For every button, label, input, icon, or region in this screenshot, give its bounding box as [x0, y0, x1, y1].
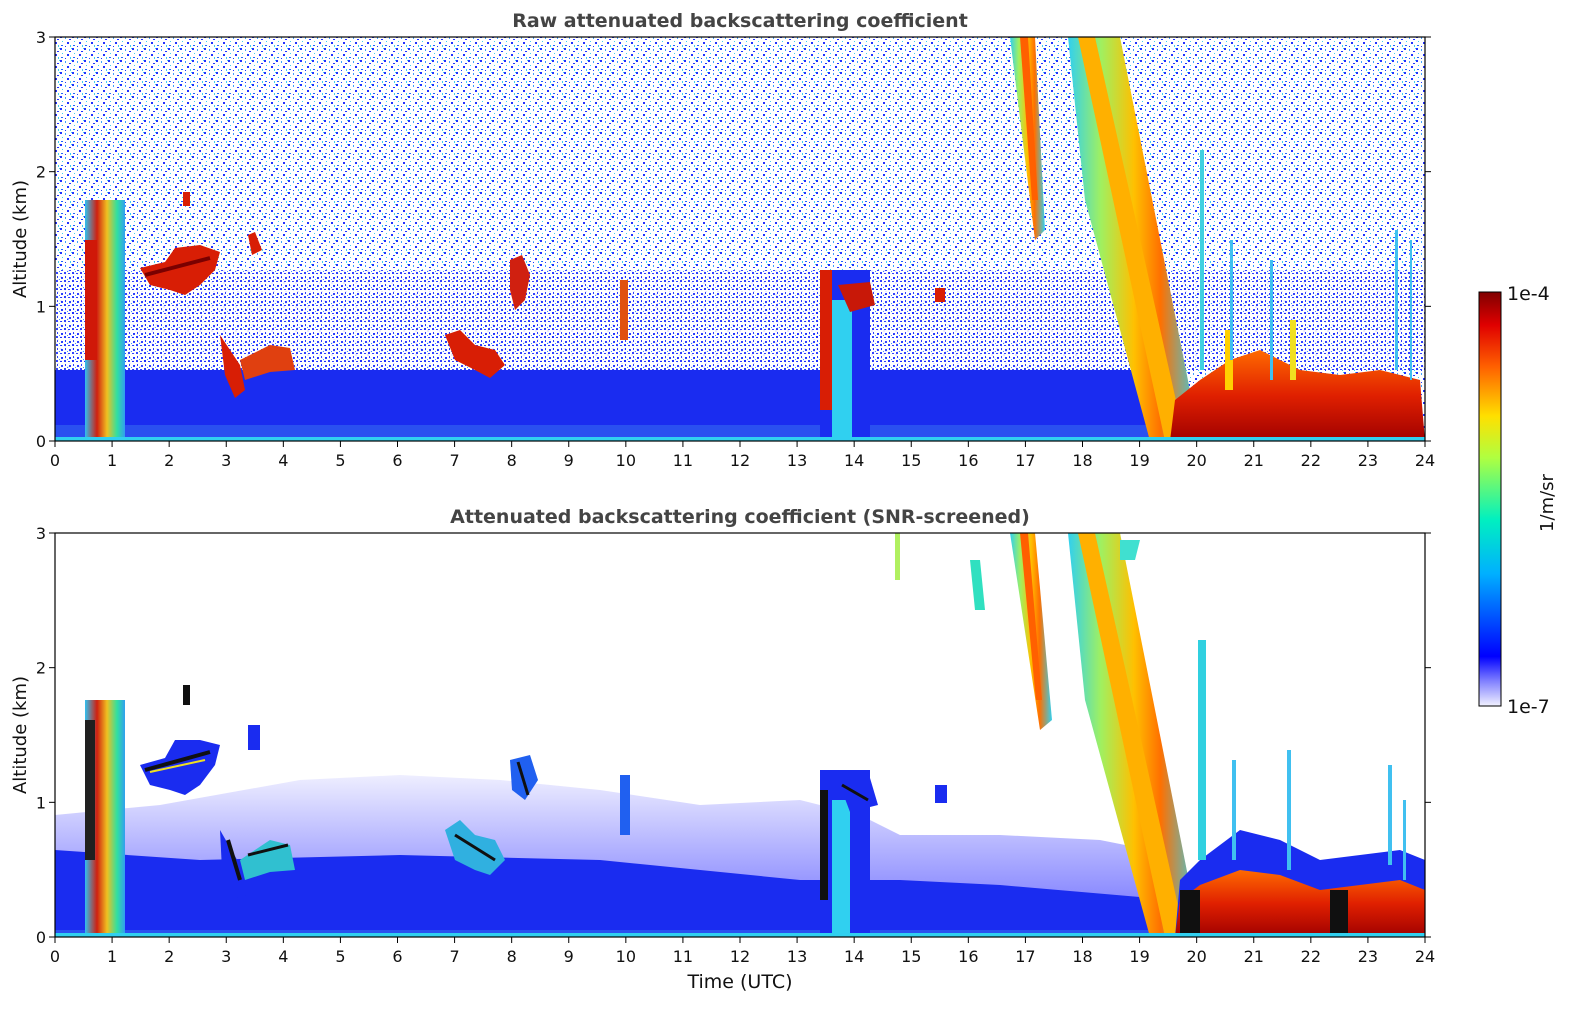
- x-tick-label: 11: [673, 947, 693, 966]
- x-tick-label: 7: [449, 451, 459, 470]
- y-tick-label: 2: [36, 659, 46, 678]
- y-tick-label: 1: [36, 793, 46, 812]
- y-tick-label: 2: [36, 163, 46, 182]
- colorbar: 1e-4 1e-7 1/m/sr: [1478, 283, 1558, 718]
- x-tick-label: 15: [901, 947, 921, 966]
- x-tick-label: 20: [1186, 947, 1206, 966]
- x-tick-label: 17: [1015, 947, 1035, 966]
- x-tick-label: 21: [1244, 947, 1264, 966]
- cloud-layer-1: [140, 245, 220, 295]
- surface-layer: [1170, 350, 1425, 441]
- x-tick-label: 5: [335, 451, 345, 470]
- x-tick-label: 16: [958, 451, 978, 470]
- x-tick-label: 1: [107, 947, 117, 966]
- x-tick-label: 13: [787, 947, 807, 966]
- y-tick-label: 3: [36, 524, 46, 543]
- x-axis-label: Time (UTC): [686, 971, 792, 993]
- x-tick-label: 18: [1072, 947, 1092, 966]
- x-tick-label: 23: [1358, 451, 1378, 470]
- x-tick-label: 2: [164, 451, 174, 470]
- cloud-layer-2: [220, 335, 245, 398]
- panel-raw: Raw attenuated backscattering coefficien…: [10, 10, 1435, 470]
- heatmap-screened: [55, 533, 1425, 937]
- cloud-layer-3: [445, 330, 505, 378]
- x-tick-label: 14: [844, 451, 864, 470]
- y-tick-label: 3: [36, 28, 46, 47]
- x-tick-label: 8: [507, 947, 517, 966]
- y-axis-ticks: 0 1 2 3: [36, 524, 1431, 947]
- x-tick-label: 24: [1415, 947, 1435, 966]
- x-tick-label: 9: [564, 451, 574, 470]
- x-tick-label: 23: [1358, 947, 1378, 966]
- x-tick-label: 13: [787, 451, 807, 470]
- colorbar-min-label: 1e-7: [1507, 696, 1550, 718]
- x-tick-label: 5: [335, 947, 345, 966]
- colorbar-max-label: 1e-4: [1507, 283, 1550, 305]
- x-tick-label: 15: [901, 451, 921, 470]
- colorbar-gradient: [1478, 291, 1502, 707]
- x-tick-label: 12: [730, 947, 750, 966]
- x-tick-label: 0: [50, 947, 60, 966]
- x-axis-ticks: 0 1 2 3 4 5 6 7 8 9 10 11 12 13 14 15 16 17 18 19 20 21 22 23 24: [50, 441, 1435, 470]
- y-axis-ticks: 0 1 2 3: [36, 28, 1431, 451]
- x-tick-label: 19: [1129, 451, 1149, 470]
- x-tick-label: 9: [564, 947, 574, 966]
- colorbar-unit-label: 1/m/sr: [1537, 473, 1558, 531]
- heatmap-raw: [55, 37, 1425, 441]
- x-tick-label: 21: [1244, 451, 1264, 470]
- x-tick-label: 8: [507, 451, 517, 470]
- x-tick-label: 4: [278, 947, 288, 966]
- x-tick-label: 1: [107, 451, 117, 470]
- x-tick-label: 10: [616, 451, 636, 470]
- y-axis-label: Altitude (km): [10, 180, 31, 298]
- x-tick-label: 4: [278, 451, 288, 470]
- x-tick-label: 18: [1072, 451, 1092, 470]
- x-tick-label: 11: [673, 451, 693, 470]
- y-axis-label: Altitude (km): [10, 676, 31, 794]
- x-tick-label: 14: [844, 947, 864, 966]
- x-tick-label: 6: [392, 947, 402, 966]
- x-tick-label: 2: [164, 947, 174, 966]
- x-tick-label: 22: [1301, 451, 1321, 470]
- y-tick-label: 0: [36, 432, 46, 451]
- y-tick-label: 1: [36, 297, 46, 316]
- x-tick-label: 24: [1415, 451, 1435, 470]
- y-tick-label: 0: [36, 928, 46, 947]
- x-tick-label: 20: [1186, 451, 1206, 470]
- x-tick-label: 16: [958, 947, 978, 966]
- chart-title: Attenuated backscattering coefficient (S…: [450, 506, 1030, 528]
- x-axis-ticks: 0 1 2 3 4 5 6 7 8 9 10 11 12 13 14 15 16 17 18 19 20 21 22 23 24: [50, 937, 1435, 966]
- x-tick-label: 17: [1015, 451, 1035, 470]
- x-tick-label: 3: [221, 947, 231, 966]
- x-tick-label: 22: [1301, 947, 1321, 966]
- x-tick-label: 19: [1129, 947, 1149, 966]
- surface-layer: [1175, 870, 1425, 937]
- x-tick-label: 3: [221, 451, 231, 470]
- panel-screened: Attenuated backscattering coefficient (S…: [10, 506, 1435, 993]
- x-tick-label: 7: [449, 947, 459, 966]
- chart-title: Raw attenuated backscattering coefficien…: [512, 10, 968, 32]
- x-tick-label: 6: [392, 451, 402, 470]
- x-tick-label: 12: [730, 451, 750, 470]
- x-tick-label: 0: [50, 451, 60, 470]
- x-tick-label: 10: [616, 947, 636, 966]
